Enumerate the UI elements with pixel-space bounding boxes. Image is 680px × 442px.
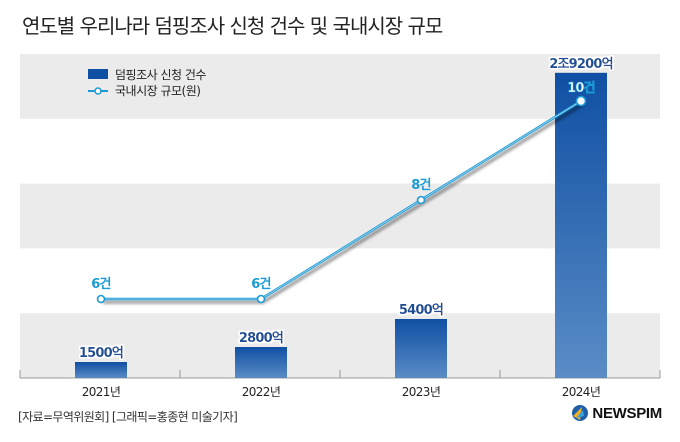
logo-text: NEWSPIM <box>592 404 662 422</box>
x-tick-label: 2021년 <box>82 385 121 399</box>
chart-title: 연도별 우리나라 덤핑조사 신청 건수 및 국내시장 규모 <box>22 14 443 38</box>
line-value-label: 6건 <box>91 276 110 292</box>
bar <box>555 72 607 379</box>
bar-value-label: 2800억 <box>239 331 283 346</box>
x-axis: 2021년 2022년 2023년 2024년 <box>19 370 661 399</box>
line-value-label: 6건 <box>251 276 270 292</box>
line-value-label: 10건 <box>567 80 595 96</box>
line-highlight <box>101 100 582 300</box>
bar <box>75 362 127 378</box>
newspim-logo-icon <box>572 405 589 421</box>
line-value-label: 8건 <box>411 177 430 193</box>
bar-value-label: 1500억 <box>79 346 123 361</box>
legend-line-marker <box>94 87 102 95</box>
line-point <box>256 294 266 304</box>
legend: 덤핑조사 신청 건수 국내시장 규모(원) <box>88 68 207 98</box>
x-tick-label: 2022년 <box>242 385 281 399</box>
data-labels: 1500억 2800억 5400억 2조9200억 6건 6건 8건 10건 <box>79 57 614 361</box>
line-point <box>416 195 426 205</box>
bar <box>235 347 287 378</box>
grid-band <box>20 183 660 249</box>
bar-series <box>75 72 607 379</box>
legend-bar-swatch <box>88 69 108 79</box>
bar-value-label: 2조9200억 <box>549 57 613 72</box>
newspim-logo: NEWSPIM <box>571 404 662 422</box>
legend-label-bar: 덤핑조사 신청 건수 <box>115 68 206 82</box>
x-tick-label: 2024년 <box>562 385 601 399</box>
x-tick-label: 2023년 <box>402 385 441 399</box>
line-point <box>575 95 587 107</box>
bar <box>395 319 447 378</box>
source-credit: [자료=무역위원회] [그래픽=홍종현 미술기자] <box>18 410 238 424</box>
bar-value-label: 5400억 <box>399 303 443 318</box>
line-point <box>96 294 106 304</box>
line-series <box>96 95 587 304</box>
grid-band <box>20 54 660 119</box>
legend-label-line: 국내시장 규모(원) <box>115 84 200 98</box>
